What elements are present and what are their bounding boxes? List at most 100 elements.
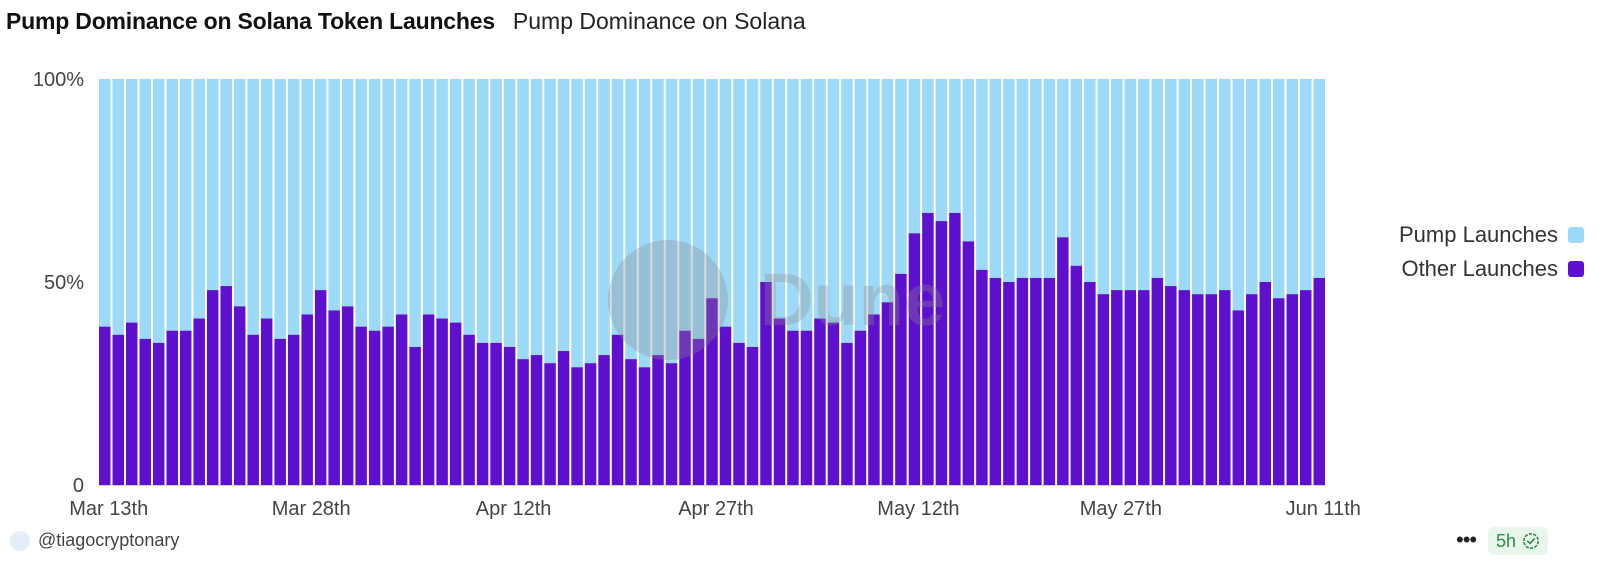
bar-other[interactable] [409, 346, 421, 485]
bar-other[interactable] [571, 367, 583, 485]
bar-pump[interactable] [854, 79, 867, 331]
bar-pump[interactable] [328, 79, 340, 311]
bar-other[interactable] [1111, 290, 1123, 485]
bar-pump[interactable] [247, 79, 259, 335]
bar-other[interactable] [1151, 277, 1164, 485]
bar-pump[interactable] [99, 79, 111, 327]
bar-pump[interactable] [976, 79, 988, 270]
bar-other[interactable] [1273, 298, 1285, 485]
bar-pump[interactable] [881, 79, 894, 303]
bar-pump[interactable] [787, 79, 799, 331]
bar-pump[interactable] [490, 79, 502, 343]
bar-other[interactable] [301, 314, 313, 485]
bar-other[interactable] [760, 282, 772, 485]
bar-other[interactable] [247, 334, 259, 485]
bar-pump[interactable] [922, 79, 934, 213]
bar-pump[interactable] [665, 79, 678, 364]
bar-other[interactable] [152, 342, 165, 485]
legend-item-other[interactable]: Other Launches [1399, 252, 1584, 286]
bar-pump[interactable] [611, 79, 624, 335]
bar-pump[interactable] [908, 79, 921, 234]
bar-pump[interactable] [530, 79, 543, 356]
bar-pump[interactable] [1178, 79, 1191, 291]
bar-other[interactable] [355, 326, 367, 485]
bar-other[interactable] [908, 233, 921, 485]
bar-pump[interactable] [314, 79, 327, 291]
bar-pump[interactable] [814, 79, 826, 319]
bar-pump[interactable] [800, 79, 813, 331]
bar-pump[interactable] [760, 79, 772, 282]
bar-other[interactable] [557, 351, 570, 485]
bar-pump[interactable] [193, 79, 205, 319]
bar-other[interactable] [989, 277, 1002, 485]
bar-other[interactable] [895, 273, 907, 485]
bar-pump[interactable] [949, 79, 961, 213]
bar-pump[interactable] [220, 79, 232, 287]
bar-pump[interactable] [935, 79, 948, 222]
bar-other[interactable] [287, 334, 300, 485]
bar-pump[interactable] [1286, 79, 1299, 295]
bar-other[interactable] [1070, 265, 1083, 485]
bar-other[interactable] [1016, 277, 1029, 485]
bar-pump[interactable] [382, 79, 394, 327]
bar-pump[interactable] [287, 79, 300, 335]
bar-other[interactable] [490, 342, 502, 485]
bar-pump[interactable] [260, 79, 273, 319]
bar-other[interactable] [1192, 294, 1204, 485]
bar-other[interactable] [1084, 282, 1096, 485]
bar-pump[interactable] [557, 79, 570, 352]
bar-other[interactable] [274, 338, 286, 485]
bar-pump[interactable] [1259, 79, 1272, 282]
bar-pump[interactable] [341, 79, 354, 307]
bar-other[interactable] [976, 269, 988, 485]
bar-other[interactable] [179, 330, 192, 485]
bar-other[interactable] [841, 342, 853, 485]
bar-pump[interactable] [152, 79, 165, 343]
bar-pump[interactable] [679, 79, 691, 331]
bar-pump[interactable] [1151, 79, 1164, 278]
bar-other[interactable] [706, 298, 718, 485]
bar-pump[interactable] [463, 79, 475, 335]
bar-pump[interactable] [733, 79, 745, 343]
bar-pump[interactable] [1205, 79, 1218, 295]
bar-pump[interactable] [827, 79, 840, 323]
bar-pump[interactable] [1057, 79, 1069, 238]
bar-other[interactable] [1165, 286, 1177, 485]
bar-other[interactable] [206, 290, 219, 485]
bar-pump[interactable] [706, 79, 718, 299]
bar-pump[interactable] [1043, 79, 1056, 278]
bar-pump[interactable] [625, 79, 637, 360]
bar-pump[interactable] [1313, 79, 1325, 278]
bar-other[interactable] [193, 318, 205, 485]
bar-pump[interactable] [692, 79, 705, 339]
bar-pump[interactable] [584, 79, 597, 364]
bar-other[interactable] [719, 326, 732, 485]
bar-other[interactable] [530, 355, 543, 485]
bar-pump[interactable] [1246, 79, 1258, 295]
bar-pump[interactable] [1016, 79, 1029, 278]
bar-pump[interactable] [841, 79, 853, 343]
bar-other[interactable] [625, 359, 637, 485]
bar-other[interactable] [611, 334, 624, 485]
bar-other[interactable] [166, 330, 178, 485]
bar-pump[interactable] [895, 79, 907, 274]
bar-other[interactable] [395, 314, 408, 485]
bar-other[interactable] [112, 334, 124, 485]
bar-other[interactable] [584, 363, 597, 485]
bar-other[interactable] [449, 322, 462, 485]
bar-pump[interactable] [503, 79, 516, 347]
bar-pump[interactable] [1003, 79, 1015, 282]
bar-pump[interactable] [436, 79, 448, 319]
bar-other[interactable] [517, 359, 529, 485]
bar-other[interactable] [638, 367, 651, 485]
bar-other[interactable] [679, 330, 691, 485]
bar-pump[interactable] [139, 79, 151, 339]
bar-other[interactable] [99, 326, 111, 485]
bar-other[interactable] [1057, 237, 1069, 485]
bar-pump[interactable] [746, 79, 759, 347]
bar-pump[interactable] [517, 79, 529, 360]
bar-other[interactable] [733, 342, 745, 485]
bar-other[interactable] [382, 326, 394, 485]
bar-pump[interactable] [598, 79, 610, 356]
bar-other[interactable] [827, 322, 840, 485]
